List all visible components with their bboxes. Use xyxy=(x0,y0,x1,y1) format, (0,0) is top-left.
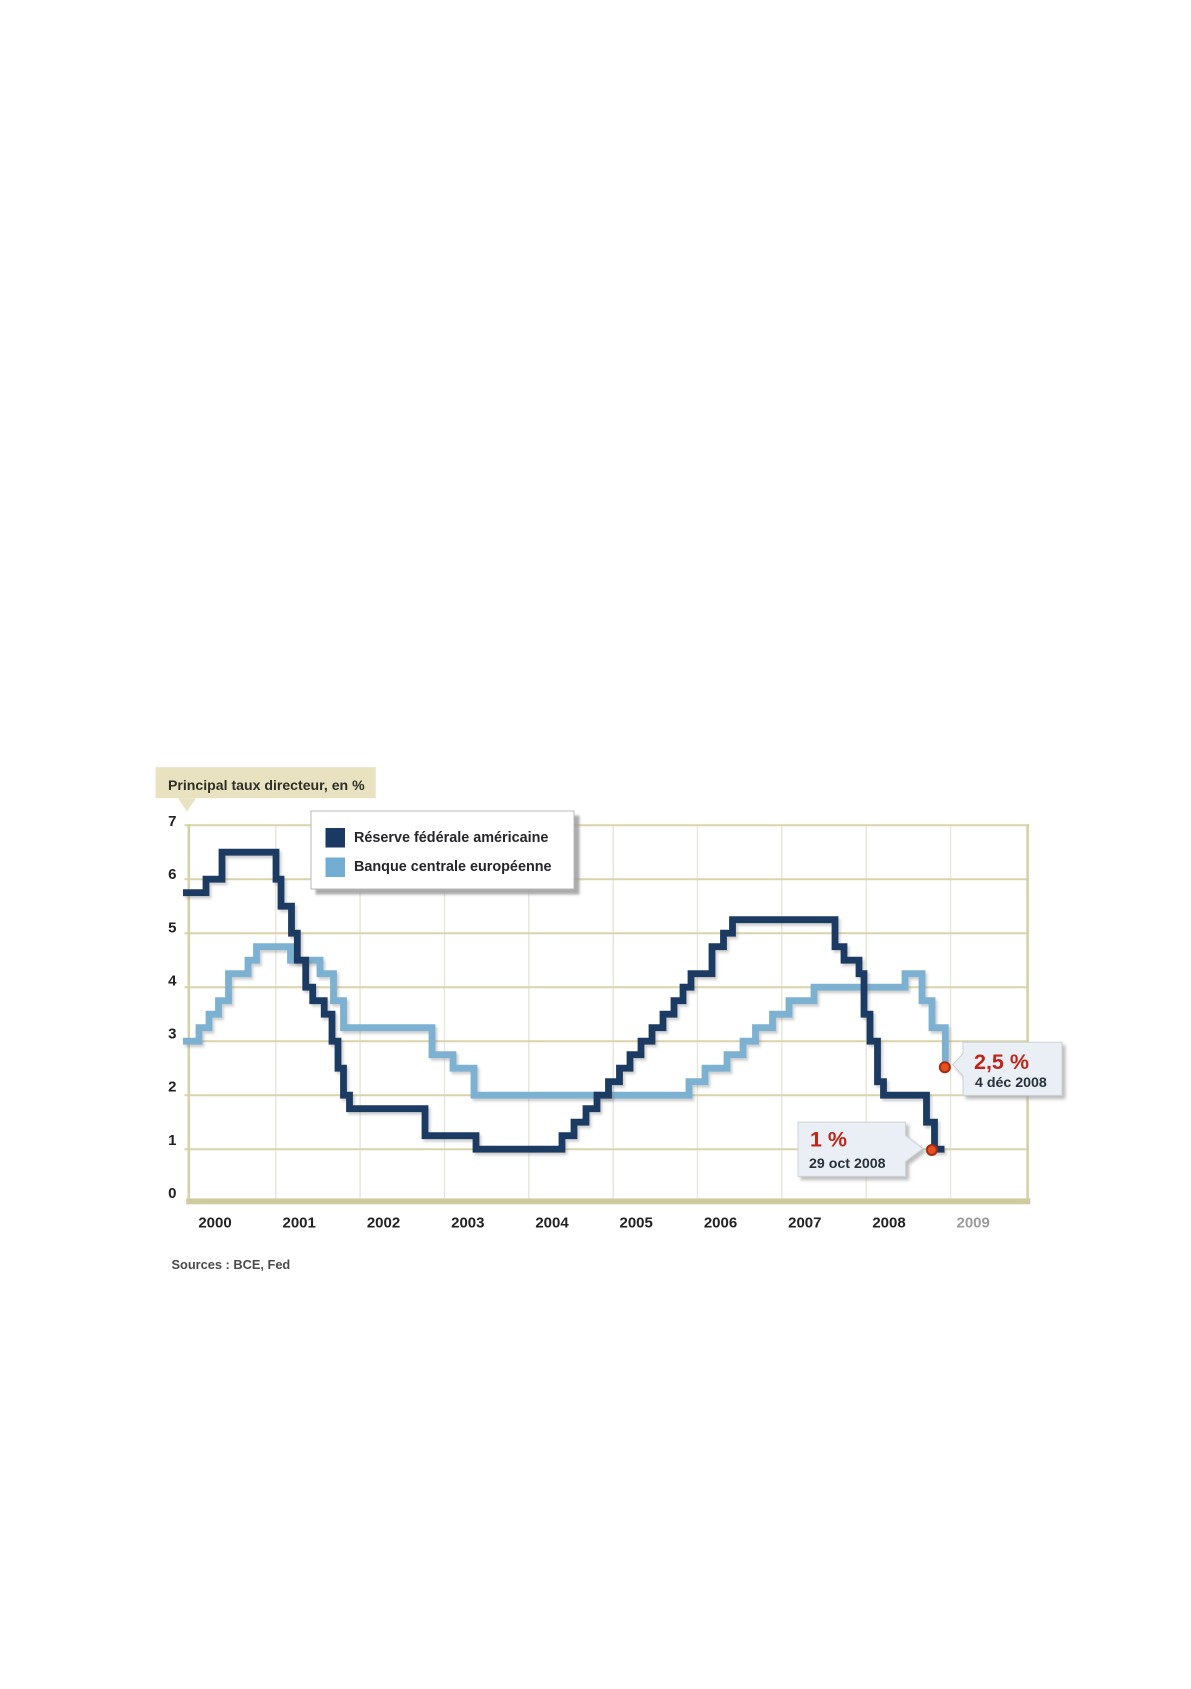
svg-text:1: 1 xyxy=(168,1132,176,1149)
svg-text:Réserve fédérale américaine: Réserve fédérale américaine xyxy=(354,830,548,846)
svg-text:2,5 %: 2,5 % xyxy=(974,1050,1029,1074)
svg-text:Sources : BCE, Fed: Sources : BCE, Fed xyxy=(172,1257,291,1272)
svg-text:2003: 2003 xyxy=(451,1214,484,1231)
svg-text:Banque centrale européenne: Banque centrale européenne xyxy=(354,859,552,875)
svg-text:5: 5 xyxy=(168,919,176,936)
svg-text:29 oct 2008: 29 oct 2008 xyxy=(809,1156,886,1172)
svg-text:2006: 2006 xyxy=(704,1214,737,1231)
svg-text:6: 6 xyxy=(168,866,176,883)
svg-text:1 %: 1 % xyxy=(810,1127,847,1151)
svg-text:2: 2 xyxy=(168,1079,176,1096)
svg-text:2008: 2008 xyxy=(872,1214,905,1231)
svg-text:2004: 2004 xyxy=(535,1214,569,1231)
svg-text:Principal taux directeur, en %: Principal taux directeur, en % xyxy=(168,777,365,793)
svg-text:3: 3 xyxy=(168,1026,176,1043)
svg-text:2001: 2001 xyxy=(283,1214,316,1231)
svg-text:4 déc 2008: 4 déc 2008 xyxy=(975,1075,1047,1091)
svg-text:2007: 2007 xyxy=(788,1214,821,1231)
svg-text:2005: 2005 xyxy=(620,1214,653,1231)
svg-text:2002: 2002 xyxy=(367,1214,400,1231)
svg-text:7: 7 xyxy=(168,813,176,830)
svg-text:0: 0 xyxy=(168,1185,176,1202)
svg-text:2000: 2000 xyxy=(198,1214,231,1231)
svg-text:2009: 2009 xyxy=(957,1214,990,1231)
svg-text:4: 4 xyxy=(168,972,177,989)
